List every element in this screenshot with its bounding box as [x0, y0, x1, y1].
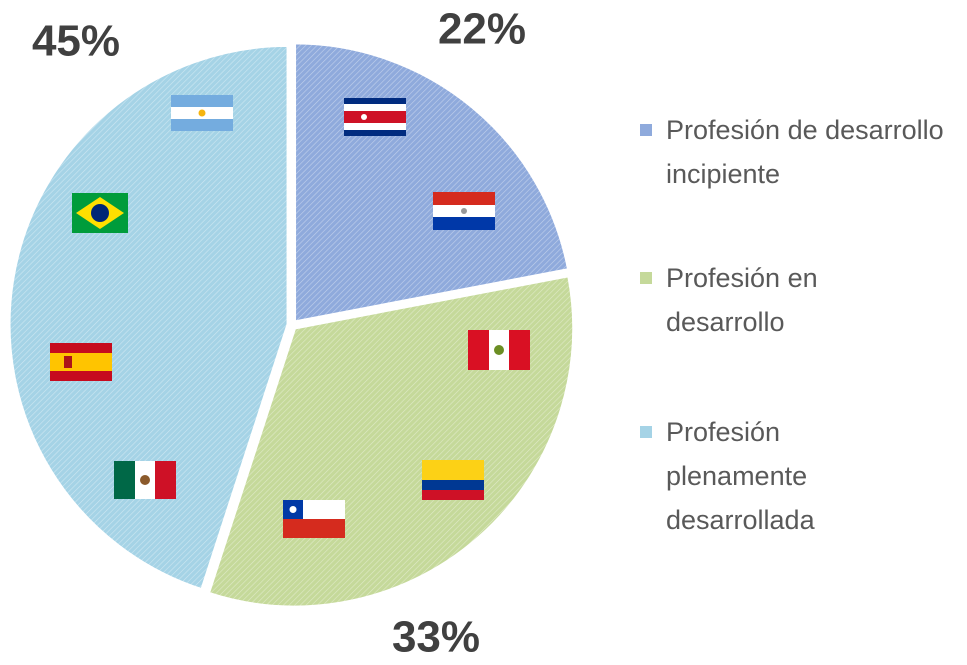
flag — [50, 343, 112, 381]
flag — [468, 330, 530, 370]
flag — [422, 460, 484, 500]
data-label: 22% — [438, 5, 526, 54]
data-label: 45% — [32, 17, 120, 66]
legend-item: Profesión de desarrollo incipiente — [640, 108, 966, 196]
legend-swatch — [640, 124, 652, 136]
slice-hatch — [294, 42, 569, 322]
flag — [283, 500, 345, 538]
flag — [433, 192, 495, 230]
legend-label: Profesión de desarrollo incipiente — [666, 115, 944, 189]
data-label: 33% — [392, 613, 480, 662]
flag — [344, 98, 406, 136]
flags — [50, 95, 530, 538]
legend-item: Profesión en desarrollo — [640, 256, 866, 344]
slice-hatch — [9, 45, 289, 590]
flag — [171, 95, 233, 131]
flag — [114, 461, 176, 499]
flag — [72, 193, 128, 233]
legend-swatch — [640, 272, 652, 284]
legend-item: Profesión plenamente desarrollada — [640, 410, 866, 542]
legend-label: Profesión plenamente desarrollada — [666, 417, 815, 535]
legend-label: Profesión en desarrollo — [666, 263, 818, 337]
legend-swatch — [640, 426, 652, 438]
